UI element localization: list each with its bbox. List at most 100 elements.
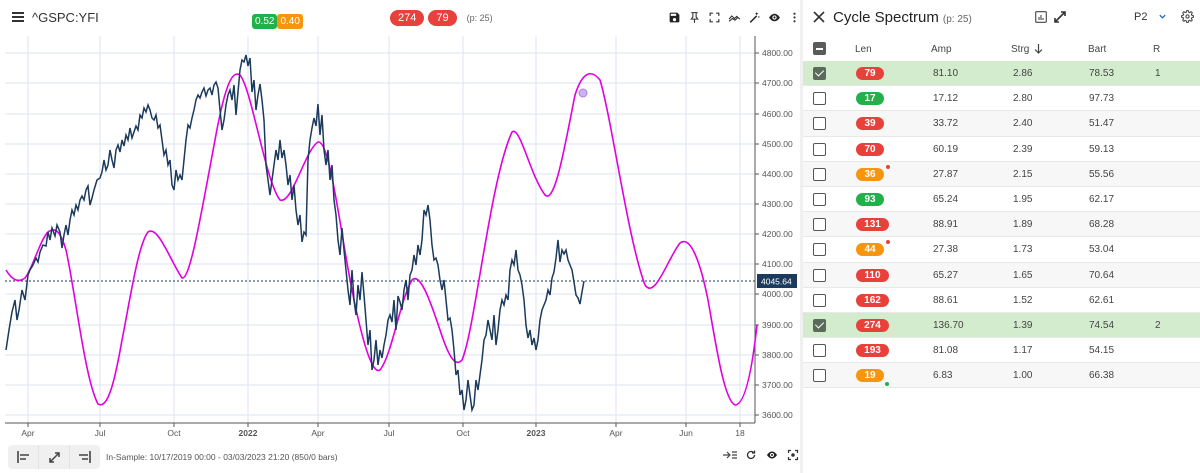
price-line bbox=[5, 54, 585, 413]
y-axis-labels: 4800.00 4700.00 4600.00 4500.00 4400.00 … bbox=[762, 48, 793, 420]
table-row[interactable]: 17 17.12 2.80 97.73 bbox=[803, 86, 1200, 112]
bart-value: 74.54 bbox=[1089, 319, 1115, 331]
row-checkbox[interactable] bbox=[813, 92, 826, 106]
cycle-spectrum-panel: Cycle Spectrum (p: 25) P2 Len Amp Strg Ba… bbox=[803, 0, 1200, 473]
table-row[interactable]: 93 65.24 1.95 62.17 bbox=[803, 187, 1200, 213]
svg-text:3800.00: 3800.00 bbox=[762, 350, 793, 360]
eye-icon[interactable] bbox=[767, 9, 781, 25]
amp-value: 88.91 bbox=[933, 219, 959, 231]
table-row[interactable]: 274 136.70 1.39 74.54 2 bbox=[803, 312, 1200, 339]
table-row[interactable]: 79 81.10 2.86 78.53 1 bbox=[803, 61, 1200, 87]
scroll-start-button[interactable] bbox=[8, 445, 39, 469]
bart-value: 62.61 bbox=[1089, 294, 1115, 306]
amp-value: 60.19 bbox=[933, 143, 959, 155]
active-cycle-pill[interactable]: 79 bbox=[428, 10, 457, 26]
gear-icon[interactable] bbox=[1181, 10, 1194, 23]
strg-value: 2.40 bbox=[1013, 118, 1033, 130]
column-header-amp[interactable]: Amp bbox=[931, 44, 952, 55]
cycle-length-pill: 193 bbox=[856, 344, 889, 358]
cycle-length-pill: 79 bbox=[856, 67, 884, 80]
row-checkbox[interactable] bbox=[813, 117, 826, 131]
refresh-icon[interactable] bbox=[745, 449, 757, 461]
table-row[interactable]: 39 33.72 2.40 51.47 bbox=[803, 111, 1200, 137]
cycle-marker-dot[interactable] bbox=[578, 88, 588, 98]
more-vert-icon[interactable] bbox=[787, 9, 801, 25]
strg-value: 2.39 bbox=[1013, 143, 1033, 155]
svg-text:Jul: Jul bbox=[95, 428, 106, 438]
row-checkbox[interactable] bbox=[813, 218, 826, 232]
column-header-len[interactable]: Len bbox=[855, 44, 872, 55]
row-checkbox[interactable] bbox=[813, 67, 826, 80]
amp-value: 88.61 bbox=[933, 294, 959, 306]
scroll-end-icon bbox=[79, 451, 91, 463]
amp-value: 6.83 bbox=[933, 370, 953, 382]
svg-text:4700.00: 4700.00 bbox=[762, 78, 793, 88]
active-cycles: 274 79 (p: 25) bbox=[390, 10, 493, 26]
row-checkbox[interactable] bbox=[813, 268, 826, 282]
table-row[interactable]: 19 6.83 1.00 66.38 bbox=[803, 363, 1200, 389]
table-row[interactable]: 162 88.61 1.52 62.61 bbox=[803, 288, 1200, 313]
price-chart[interactable]: 4800.00 4700.00 4600.00 4500.00 4400.00 … bbox=[0, 36, 800, 440]
column-header-bart[interactable]: Bart bbox=[1088, 44, 1107, 55]
cycle-length-pill: 19 bbox=[856, 369, 884, 383]
svg-text:3600.00: 3600.00 bbox=[762, 410, 793, 420]
table-row[interactable]: 110 65.27 1.65 70.64 bbox=[803, 262, 1200, 288]
select-all-checkbox[interactable] bbox=[813, 42, 826, 55]
chart-header: ^GSPC:YFI 0.52 0.40 274 79 (p: 25) bbox=[0, 0, 800, 36]
table-row[interactable]: 44 27.38 1.73 53.04 bbox=[803, 237, 1200, 263]
cycle-length-pill: 162 bbox=[856, 293, 889, 307]
bart-value: 54.15 bbox=[1089, 345, 1115, 357]
magic-wand-icon[interactable] bbox=[747, 9, 761, 25]
svg-text:3700.00: 3700.00 bbox=[762, 380, 793, 390]
row-checkbox[interactable] bbox=[813, 243, 826, 257]
svg-text:Jul: Jul bbox=[384, 428, 395, 438]
pin-icon[interactable] bbox=[687, 9, 701, 25]
spectrum-header: Cycle Spectrum (p: 25) P2 bbox=[803, 0, 1200, 36]
row-checkbox[interactable] bbox=[813, 344, 826, 358]
hamburger-menu-icon[interactable] bbox=[12, 12, 24, 22]
cycle-length-pill: 70 bbox=[856, 142, 884, 156]
footer-toolbar bbox=[723, 449, 799, 461]
trend-icon[interactable] bbox=[727, 9, 741, 25]
score-pills: 0.52 0.40 bbox=[252, 11, 303, 29]
svg-text:Oct: Oct bbox=[456, 428, 470, 438]
row-checkbox[interactable] bbox=[813, 318, 826, 332]
chart-footer: In-Sample: 10/17/2019 00:00 - 03/03/2023… bbox=[0, 440, 800, 473]
strg-value: 1.95 bbox=[1013, 193, 1033, 205]
fullscreen-icon[interactable] bbox=[707, 9, 721, 25]
cycle-length-pill: 39 bbox=[856, 117, 884, 131]
chart-canvas: 4800.00 4700.00 4600.00 4500.00 4400.00 … bbox=[5, 36, 797, 438]
status-dot-green bbox=[885, 382, 889, 387]
sort-desc-arrow-icon bbox=[1034, 44, 1043, 54]
last-price-label: 4045.64 bbox=[761, 277, 792, 287]
cycle-length-pill: 110 bbox=[856, 268, 889, 282]
table-row[interactable]: 131 88.91 1.89 68.28 bbox=[803, 212, 1200, 238]
row-checkbox[interactable] bbox=[813, 142, 826, 156]
spectrum-params: (p: 25) bbox=[942, 14, 972, 25]
expand-icon[interactable] bbox=[1053, 10, 1067, 24]
row-checkbox[interactable] bbox=[813, 167, 826, 181]
expand-button[interactable] bbox=[39, 445, 70, 469]
table-row[interactable]: 70 60.19 2.39 59.13 bbox=[803, 137, 1200, 162]
row-checkbox[interactable] bbox=[813, 293, 826, 307]
column-header-strg[interactable]: Strg bbox=[1011, 44, 1030, 55]
scroll-end-button[interactable] bbox=[70, 445, 100, 469]
table-row[interactable]: 193 81.08 1.17 54.15 bbox=[803, 338, 1200, 364]
save-icon[interactable] bbox=[667, 9, 681, 25]
table-row[interactable]: 36 27.87 2.15 55.56 bbox=[803, 161, 1200, 187]
close-icon[interactable] bbox=[813, 11, 825, 23]
column-header-r[interactable]: R bbox=[1153, 44, 1161, 55]
bar-chart-icon[interactable] bbox=[1035, 11, 1047, 23]
focus-icon[interactable] bbox=[787, 449, 799, 461]
eye-icon[interactable] bbox=[765, 449, 779, 461]
strg-value: 1.00 bbox=[1013, 370, 1033, 382]
row-checkbox[interactable] bbox=[813, 369, 826, 383]
preset-select[interactable]: P2 bbox=[1134, 11, 1148, 23]
svg-text:4400.00: 4400.00 bbox=[762, 169, 793, 179]
active-cycle-pill[interactable]: 274 bbox=[390, 10, 425, 26]
score-pill-orange: 0.40 bbox=[277, 14, 303, 29]
row-checkbox[interactable] bbox=[813, 192, 826, 206]
jump-to-end-icon[interactable] bbox=[723, 449, 737, 461]
chevron-down-icon[interactable] bbox=[1158, 12, 1167, 21]
